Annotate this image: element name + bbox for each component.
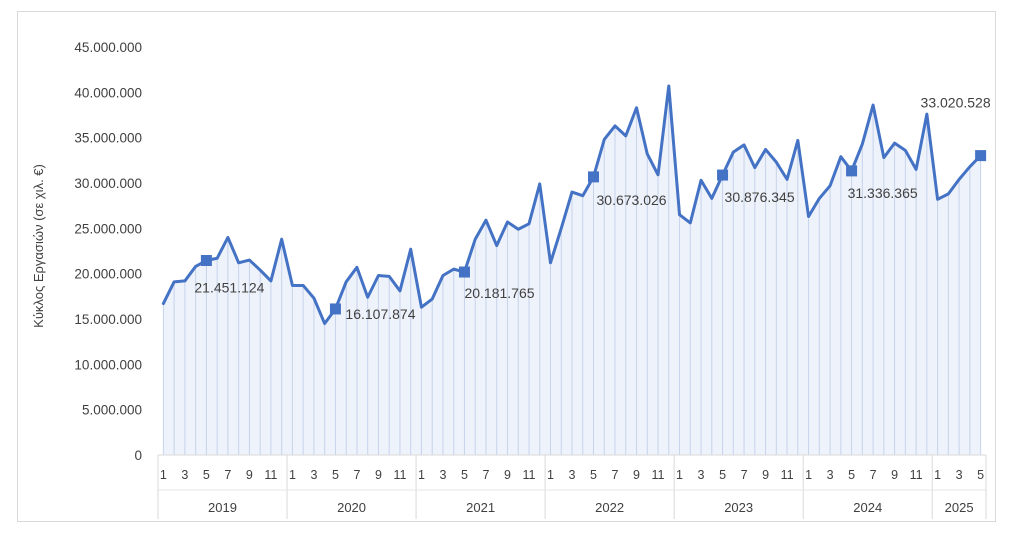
data-marker bbox=[588, 171, 600, 183]
year-label: 2021 bbox=[466, 500, 495, 515]
y-tick-label: 40.000.000 bbox=[74, 85, 142, 100]
x-tick-label: 1 bbox=[418, 468, 425, 482]
data-marker bbox=[975, 150, 987, 162]
x-tick-label: 7 bbox=[870, 468, 877, 482]
x-tick-label: 5 bbox=[590, 468, 597, 482]
year-label: 2020 bbox=[337, 500, 366, 515]
x-tick-label: 11 bbox=[393, 468, 406, 482]
data-label: 31.336.365 bbox=[848, 185, 918, 201]
data-marker bbox=[200, 255, 212, 267]
x-tick-label: 5 bbox=[332, 468, 339, 482]
x-tick-label: 7 bbox=[741, 468, 748, 482]
year-label: 2024 bbox=[853, 500, 882, 515]
x-tick-label: 3 bbox=[698, 468, 705, 482]
x-tick-label: 3 bbox=[439, 468, 446, 482]
x-tick-label: 3 bbox=[569, 468, 576, 482]
x-tick-label: 1 bbox=[289, 468, 296, 482]
x-tick-label: 11 bbox=[264, 468, 277, 482]
x-tick-label: 9 bbox=[504, 468, 511, 482]
year-label: 2025 bbox=[945, 500, 974, 515]
y-tick-label: 45.000.000 bbox=[74, 40, 142, 55]
data-label: 16.107.874 bbox=[345, 306, 415, 322]
data-marker bbox=[717, 169, 729, 181]
x-tick-label: 5 bbox=[977, 468, 984, 482]
y-tick-label: 15.000.000 bbox=[74, 312, 142, 327]
x-tick-label: 1 bbox=[160, 468, 167, 482]
y-axis-title: Κύκλος Εργασιών (σε χιλ. €) bbox=[31, 164, 46, 328]
x-tick-label: 7 bbox=[612, 468, 619, 482]
x-tick-label: 7 bbox=[224, 468, 231, 482]
year-label: 2023 bbox=[724, 500, 753, 515]
x-tick-label: 3 bbox=[181, 468, 188, 482]
data-label: 20.181.765 bbox=[464, 285, 534, 301]
x-tick-label: 9 bbox=[762, 468, 769, 482]
series-line bbox=[161, 84, 983, 326]
x-tick-label: 7 bbox=[353, 468, 360, 482]
x-tick-label: 5 bbox=[461, 468, 468, 482]
data-label: 33.020.528 bbox=[921, 95, 991, 111]
turnover-chart: 0 5.000.000 10.000.000 15.000.000 20.000.000… bbox=[31, 40, 991, 519]
data-marker bbox=[846, 165, 858, 177]
data-label: 30.673.026 bbox=[597, 192, 667, 208]
y-tick-label: 10.000.000 bbox=[74, 357, 142, 372]
x-tick-label: 1 bbox=[547, 468, 554, 482]
x-tick-label: 9 bbox=[891, 468, 898, 482]
y-tick-label: 20.000.000 bbox=[74, 267, 142, 282]
x-tick-label: 3 bbox=[956, 468, 963, 482]
x-tick-label: 11 bbox=[910, 468, 923, 482]
data-label: 30.876.345 bbox=[725, 189, 795, 205]
y-tick-label: 35.000.000 bbox=[74, 131, 142, 146]
data-marker bbox=[329, 303, 341, 315]
y-tick-label: 30.000.000 bbox=[74, 176, 142, 191]
year-label: 2022 bbox=[595, 500, 624, 515]
x-tick-label: 3 bbox=[827, 468, 834, 482]
y-tick-label: 25.000.000 bbox=[74, 221, 142, 236]
x-tick-label: 1 bbox=[934, 468, 941, 482]
x-tick-label: 7 bbox=[482, 468, 489, 482]
x-tick-label: 1 bbox=[805, 468, 812, 482]
x-tick-label: 11 bbox=[652, 468, 665, 482]
chart-area: 0 5.000.000 10.000.000 15.000.000 20.000.000… bbox=[17, 11, 996, 522]
data-marker bbox=[458, 266, 470, 278]
x-tick-label: 5 bbox=[719, 468, 726, 482]
x-tick-label: 9 bbox=[633, 468, 640, 482]
x-tick-label: 5 bbox=[848, 468, 855, 482]
x-tick-label: 11 bbox=[781, 468, 794, 482]
year-label: 2019 bbox=[208, 500, 237, 515]
data-label: 21.451.124 bbox=[194, 280, 264, 296]
x-tick-label: 9 bbox=[246, 468, 253, 482]
x-tick-label: 3 bbox=[310, 468, 317, 482]
x-tick-label: 5 bbox=[203, 468, 210, 482]
x-tick-label: 1 bbox=[676, 468, 683, 482]
x-tick-label: 11 bbox=[522, 468, 535, 482]
y-tick-label: 0 bbox=[134, 448, 142, 463]
x-tick-label: 9 bbox=[375, 468, 382, 482]
y-tick-label: 5.000.000 bbox=[82, 403, 142, 418]
